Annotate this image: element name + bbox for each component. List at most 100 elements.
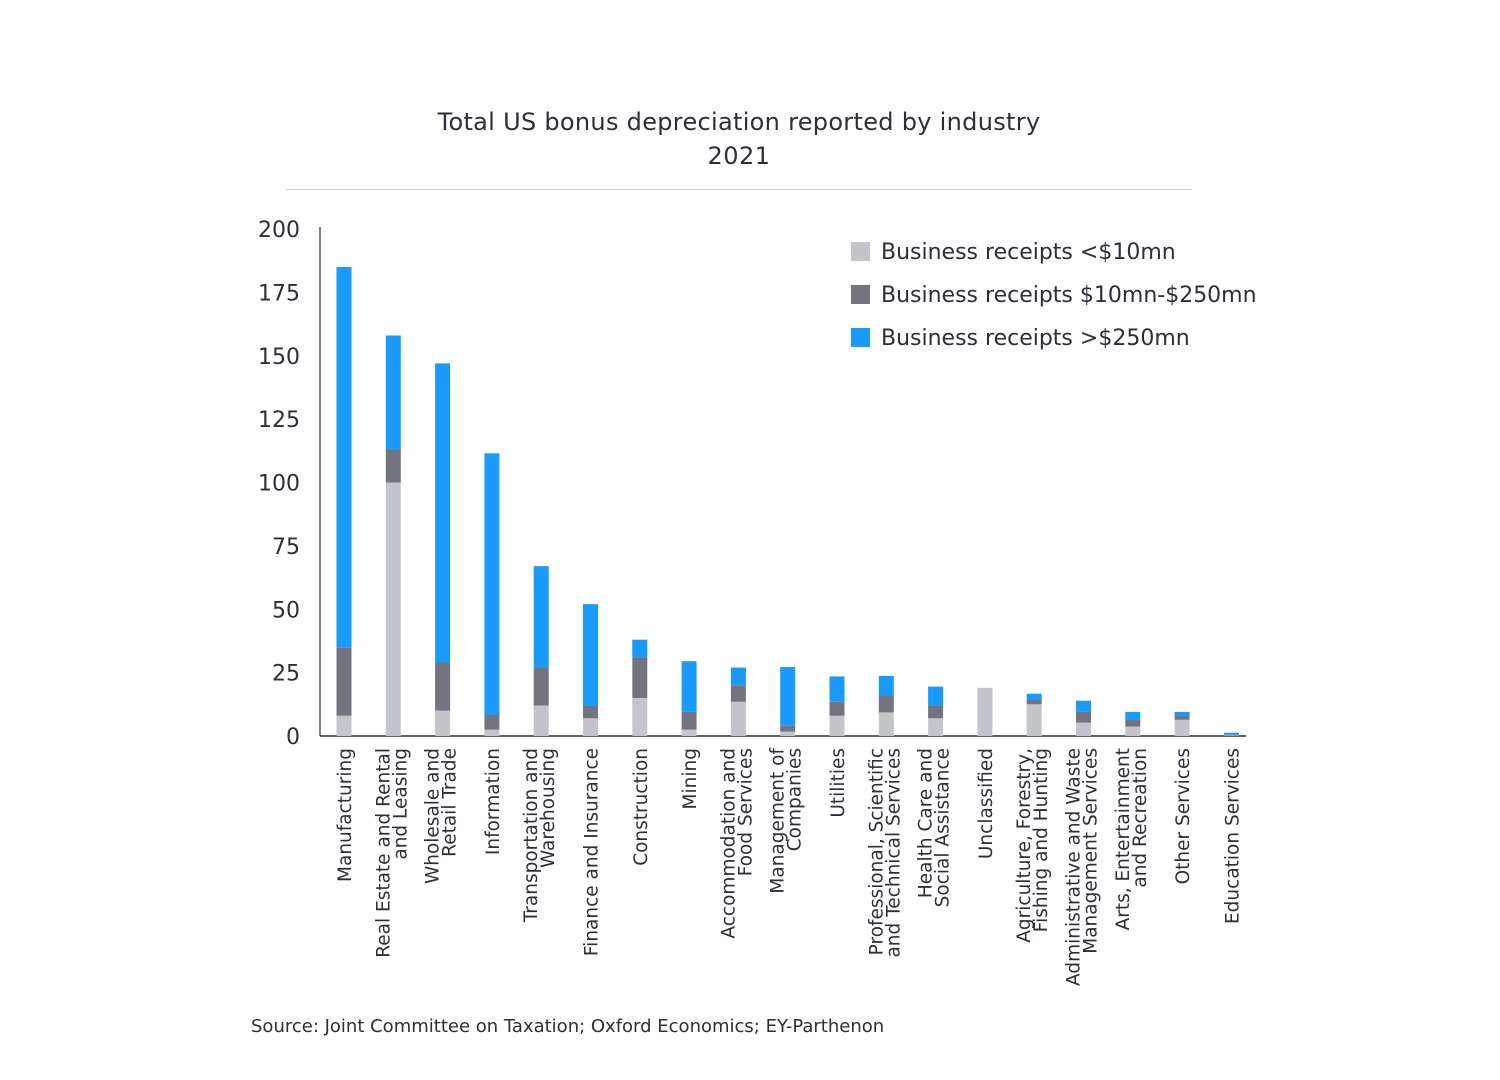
bar-segment-2 [1174,715,1190,720]
x-tick-label: Transportation and [521,748,542,923]
bar-segment-3 [1026,693,1042,701]
y-tick-label: 0 [286,725,300,750]
bar-segment-3 [533,566,549,668]
bar-segment-2 [681,711,697,730]
bar-segment-1 [583,718,598,736]
bar-segment-3 [829,676,845,702]
x-tick-label: Agriculture, Forestry, [1014,748,1035,943]
x-tick-label: Utilities [828,748,849,818]
bar-segment-3 [928,686,944,706]
bar-segment-2 [1223,734,1239,736]
bar-segment-2 [1076,711,1091,723]
bar-segment-3 [336,267,352,648]
bar-segment-1 [1125,726,1141,736]
bar-segment-2 [632,657,648,698]
bar-segment-1 [533,705,549,736]
y-tick-label: 200 [258,218,300,243]
bar-segment-3 [730,667,746,686]
x-tick-label: Manufacturing [335,748,356,882]
x-tick-label: Social Assistance [933,748,954,907]
x-tick-label: Fishing and Hunting [1031,748,1052,932]
x-tick-label: Finance and Insurance [582,748,603,956]
x-tick-label: Management Services [1081,748,1102,954]
bar-segment-1 [336,715,352,736]
bar-segment-3 [435,363,451,663]
x-tick-label: Arts, Entertainment [1113,748,1134,930]
x-tick-label: Wholesale and [423,748,444,884]
legend-swatch [851,242,870,261]
bar-segment-1 [435,710,451,736]
bar-segment-2 [928,705,944,719]
x-tick-label: Food Services [735,748,756,876]
y-tick-label: 50 [272,598,300,623]
bar-segment-2 [730,685,746,702]
bar-segment-3 [385,335,401,450]
chart-title: Total US bonus depreciation reported by … [437,108,1041,136]
legend-label: Business receipts >$250mn [881,326,1190,351]
x-tick-label: Administrative and Waste [1064,748,1085,986]
bar-segment-2 [878,695,894,713]
x-tick-label: and Recreation [1130,748,1151,888]
x-tick-label: Warehousing [538,748,559,868]
bar-segment-3 [583,604,598,706]
x-tick-label: and Leasing [390,748,411,860]
bar-segment-1 [1223,735,1239,736]
x-tick-label: Companies [785,748,806,851]
bar-segment-3 [484,453,500,715]
y-tick-label: 25 [272,662,300,687]
x-tick-label: Retail Trade [440,748,461,857]
bar-segment-3 [878,675,894,696]
bar-segment-2 [385,449,401,483]
x-tick-label: Unclassified [976,748,997,859]
bar-segment-2 [533,667,549,706]
bar-segment-1 [1174,719,1190,736]
bar-segment-3 [780,667,796,726]
bar-segment-2 [1026,700,1042,705]
y-tick-label: 100 [258,472,300,497]
legend-swatch [851,328,870,347]
bar-segment-3 [1223,732,1239,735]
bar-segment-1 [928,718,944,736]
bar-segment-2 [829,701,845,716]
x-tick-label: Management of [768,748,789,894]
bar-segment-2 [780,725,796,732]
y-tick-label: 150 [258,345,300,370]
bar-segment-2 [484,714,500,730]
bar-segment-1 [829,715,845,736]
x-tick-label: Education Services [1222,748,1243,924]
x-tick-label: Construction [631,748,652,866]
legend-swatch [851,285,870,304]
legend-label: Business receipts $10mn-$250mn [881,283,1257,308]
bar-segment-1 [484,729,500,736]
x-tick-label: Information [483,748,504,855]
y-tick-label: 175 [258,281,300,306]
title-divider [285,189,1192,190]
x-tick-label: Accommodation and [718,748,739,939]
y-tick-label: 75 [272,535,300,560]
bar-segment-3 [632,639,648,658]
bar-segment-1 [977,687,993,736]
bar-segment-1 [1076,722,1091,736]
bar-segment-1 [1026,704,1042,736]
bar-segment-2 [583,705,598,719]
x-tick-label: Health Care and [916,748,937,898]
source-note: Source: Joint Committee on Taxation; Oxf… [251,1016,885,1037]
bar-segment-3 [1076,700,1091,712]
bar-segment-2 [336,647,352,716]
x-tick-label: Professional, Scientific [866,748,887,955]
x-tick-label: and Technical Services [883,748,904,958]
bar-segment-3 [1174,711,1190,716]
bar-segment-1 [385,482,401,736]
bar-segment-3 [1125,711,1141,721]
chart-subtitle: 2021 [707,142,771,170]
x-tick-label: Other Services [1173,748,1194,884]
bar-segment-1 [780,731,796,736]
bar-segment-1 [878,712,894,736]
y-tick-label: 125 [258,408,300,433]
bar-segment-1 [681,729,697,736]
x-tick-label: Mining [680,748,701,809]
legend-label: Business receipts <$10mn [881,240,1176,265]
bar-segment-1 [632,697,648,736]
bar-segment-2 [435,662,451,711]
